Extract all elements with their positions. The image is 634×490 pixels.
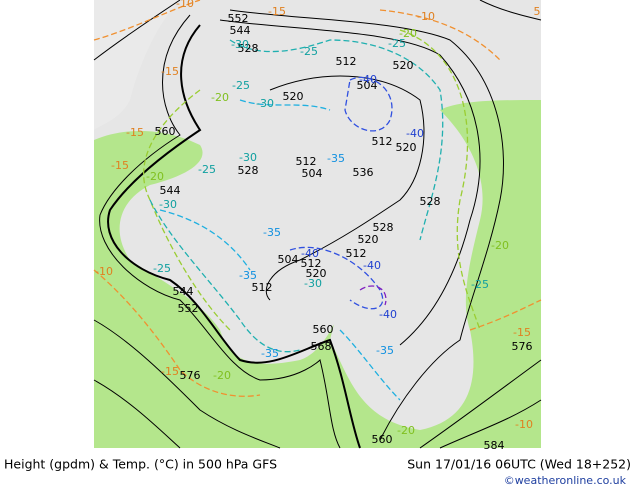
height-label: 520	[396, 141, 417, 154]
temperature-label: -15	[161, 365, 179, 378]
temperature-label: -35	[327, 152, 345, 165]
temperature-label: -20	[399, 27, 417, 40]
temperature-label: -10	[95, 265, 113, 278]
contour	[229, 9, 504, 441]
height-label: 512	[346, 247, 367, 260]
temperature-label: -35	[263, 226, 281, 239]
height-label: 512	[296, 155, 317, 168]
temperature-label: -20	[146, 170, 164, 183]
height-label: 512	[336, 55, 357, 68]
height-label: 544	[230, 24, 251, 37]
contour	[107, 24, 361, 449]
isotherm	[359, 285, 387, 306]
height-label: 584	[484, 439, 505, 452]
height-label: 520	[306, 267, 327, 280]
height-label: 520	[393, 59, 414, 72]
temperature-label: -35	[376, 344, 394, 357]
height-label: 576	[180, 369, 201, 382]
temperature-label: -40	[359, 73, 377, 86]
temperature-label: -10	[515, 418, 533, 431]
temperature-label: -40	[301, 247, 319, 260]
height-label: 520	[358, 233, 379, 246]
temperature-label: -30	[231, 38, 249, 51]
central-area	[250, 120, 400, 280]
height-label: 528	[238, 164, 259, 177]
height-label: 512	[372, 135, 393, 148]
height-label: 528	[373, 221, 394, 234]
height-contours	[93, 0, 542, 449]
temperature-label: -30	[159, 198, 177, 211]
temperature-label: -25	[388, 37, 406, 50]
height-label: 544	[173, 285, 194, 298]
shading-area	[94, 100, 541, 448]
temperature-label: -10	[176, 0, 194, 10]
temperature-label: -15	[161, 65, 179, 78]
temperature-label: -15	[111, 159, 129, 172]
temperature-label: -25	[232, 79, 250, 92]
temperature-label: -35	[261, 347, 279, 360]
temperature-label: -40	[379, 308, 397, 321]
temperature-label: -20	[491, 239, 509, 252]
height-label: 520	[283, 90, 304, 103]
height-label: 560	[372, 433, 393, 446]
contour	[219, 19, 481, 346]
temperature-label: -25	[153, 262, 171, 275]
contour	[93, 0, 542, 449]
height-label: 568	[311, 340, 332, 353]
temperature-contours	[93, 0, 542, 401]
map-datetime: Sun 17/01/16 06UTC (Wed 18+252)	[407, 457, 631, 472]
temperature-label: -30	[239, 151, 257, 164]
credit: ©weatheronline.co.uk	[504, 474, 627, 487]
height-label: 512	[252, 281, 273, 294]
height-label: 576	[512, 340, 533, 353]
temperature-label: -10	[417, 10, 435, 23]
temperature-label: -15	[268, 5, 286, 18]
temperature-label: -15	[513, 326, 531, 339]
temperature-label: -40	[363, 259, 381, 272]
temperature-label: -25	[471, 278, 489, 291]
temperature-label: -20	[211, 91, 229, 104]
isotherm	[379, 9, 542, 331]
isotherm	[159, 99, 401, 401]
height-label: 528	[238, 42, 259, 55]
isotherm	[149, 39, 444, 353]
height-label: 512	[301, 257, 322, 270]
contour	[99, 14, 341, 449]
isotherm	[289, 76, 393, 310]
height-label: 504	[278, 253, 299, 266]
temperature-label: 5	[534, 5, 541, 18]
temperature-label: -25	[300, 45, 318, 58]
contour	[93, 379, 542, 449]
height-label: 504	[302, 167, 323, 180]
height-label: 528	[420, 195, 441, 208]
height-label: 560	[155, 125, 176, 138]
temperature-label: -15	[126, 126, 144, 139]
height-label: 552	[178, 302, 199, 315]
temperature-label: -35	[239, 269, 257, 282]
map-title: Height (gpdm) & Temp. (°C) in 500 hPa GF…	[4, 457, 277, 472]
temperature-label: -25	[198, 163, 216, 176]
height-label: 536	[353, 166, 374, 179]
temperature-label: -30	[304, 277, 322, 290]
height-label: 560	[313, 323, 334, 336]
isotherm	[93, 0, 261, 397]
height-label: 504	[357, 79, 378, 92]
temperature-label: -20	[397, 424, 415, 437]
height-label: 544	[160, 184, 181, 197]
temperature-labels: -10-15 -10-20-25-30-25-15-25-30-40-20-15-…	[95, 0, 540, 437]
temperature-label: -40	[406, 127, 424, 140]
temperature-label: -30	[256, 97, 274, 110]
temperature-label: -20	[213, 369, 231, 382]
height-label: 552	[228, 12, 249, 25]
